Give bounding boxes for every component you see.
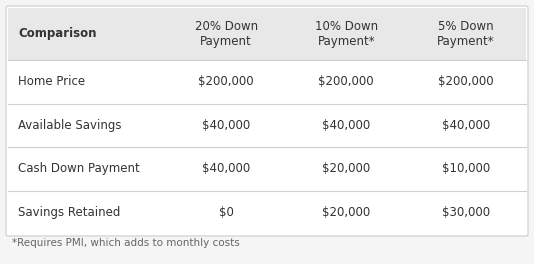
FancyBboxPatch shape (6, 6, 528, 236)
Text: Savings Retained: Savings Retained (18, 206, 120, 219)
Text: $10,000: $10,000 (442, 162, 490, 175)
Bar (8, 8, 526, 60)
Text: Home Price: Home Price (18, 75, 85, 88)
Bar (8, 60, 526, 103)
Text: 20% Down
Payment: 20% Down Payment (194, 20, 257, 48)
Bar (8, 147, 526, 191)
Text: $40,000: $40,000 (322, 119, 371, 132)
Text: $20,000: $20,000 (322, 206, 371, 219)
Text: $0: $0 (218, 206, 233, 219)
Bar (8, 191, 526, 234)
Text: $40,000: $40,000 (202, 119, 250, 132)
Text: $200,000: $200,000 (198, 75, 254, 88)
Text: 10% Down
Payment*: 10% Down Payment* (315, 20, 378, 48)
Text: 5% Down
Payment*: 5% Down Payment* (437, 20, 495, 48)
Text: $30,000: $30,000 (442, 206, 490, 219)
Text: $20,000: $20,000 (322, 162, 371, 175)
Bar (8, 103, 526, 147)
Text: $40,000: $40,000 (442, 119, 490, 132)
Text: Comparison: Comparison (18, 27, 97, 40)
Text: Cash Down Payment: Cash Down Payment (18, 162, 140, 175)
Text: Available Savings: Available Savings (18, 119, 122, 132)
Text: $200,000: $200,000 (438, 75, 494, 88)
Text: $200,000: $200,000 (318, 75, 374, 88)
Text: $40,000: $40,000 (202, 162, 250, 175)
Text: *Requires PMI, which adds to monthly costs: *Requires PMI, which adds to monthly cos… (12, 238, 240, 248)
